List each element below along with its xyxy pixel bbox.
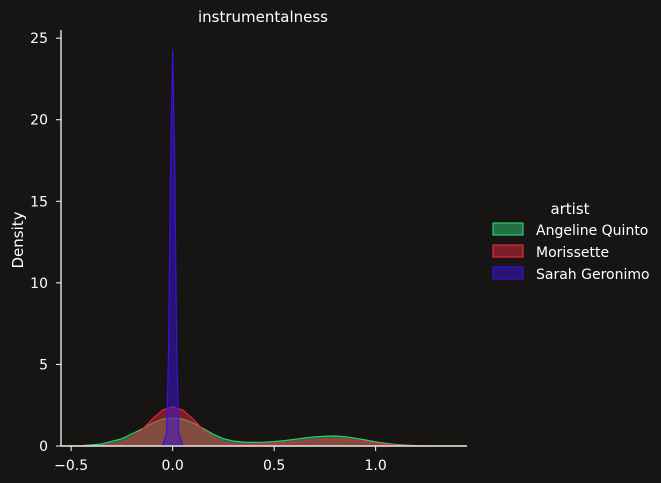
y-tick-label: 10 xyxy=(30,276,48,292)
legend-label-1: Morissette xyxy=(536,245,609,261)
legend-label-2: Sarah Geronimo xyxy=(536,267,650,283)
legend-swatch-1 xyxy=(492,244,524,258)
y-tick-label: 0 xyxy=(39,439,48,455)
legend-swatch-0 xyxy=(492,222,524,236)
legend-title: artist xyxy=(550,200,589,218)
axes: 0 5 10 15 20 25 −0.5 0.0 0.5 1.0 xyxy=(30,30,467,474)
density-area-0 xyxy=(60,417,467,447)
y-tick-label: 15 xyxy=(30,194,48,210)
x-tick-label: 0.0 xyxy=(162,458,184,474)
legend-swatch-2 xyxy=(492,266,524,280)
x-tick-label: 1.0 xyxy=(365,458,387,474)
chart-title: instrumentalness xyxy=(198,8,328,26)
y-tick-label: 5 xyxy=(39,357,48,373)
y-tick-label: 20 xyxy=(30,113,48,129)
x-tick-label: 0.5 xyxy=(263,458,285,474)
legend-label-0: Angeline Quinto xyxy=(536,223,648,239)
y-axis-title: Density xyxy=(9,211,27,268)
density-area-2 xyxy=(161,49,184,447)
legend: artist Angeline Quinto Morissette Sarah Ge… xyxy=(492,200,650,283)
plot-area xyxy=(60,49,467,447)
density-area-1 xyxy=(61,406,467,447)
x-tick-label: −0.5 xyxy=(54,458,88,474)
y-tick-label: 25 xyxy=(30,31,48,47)
